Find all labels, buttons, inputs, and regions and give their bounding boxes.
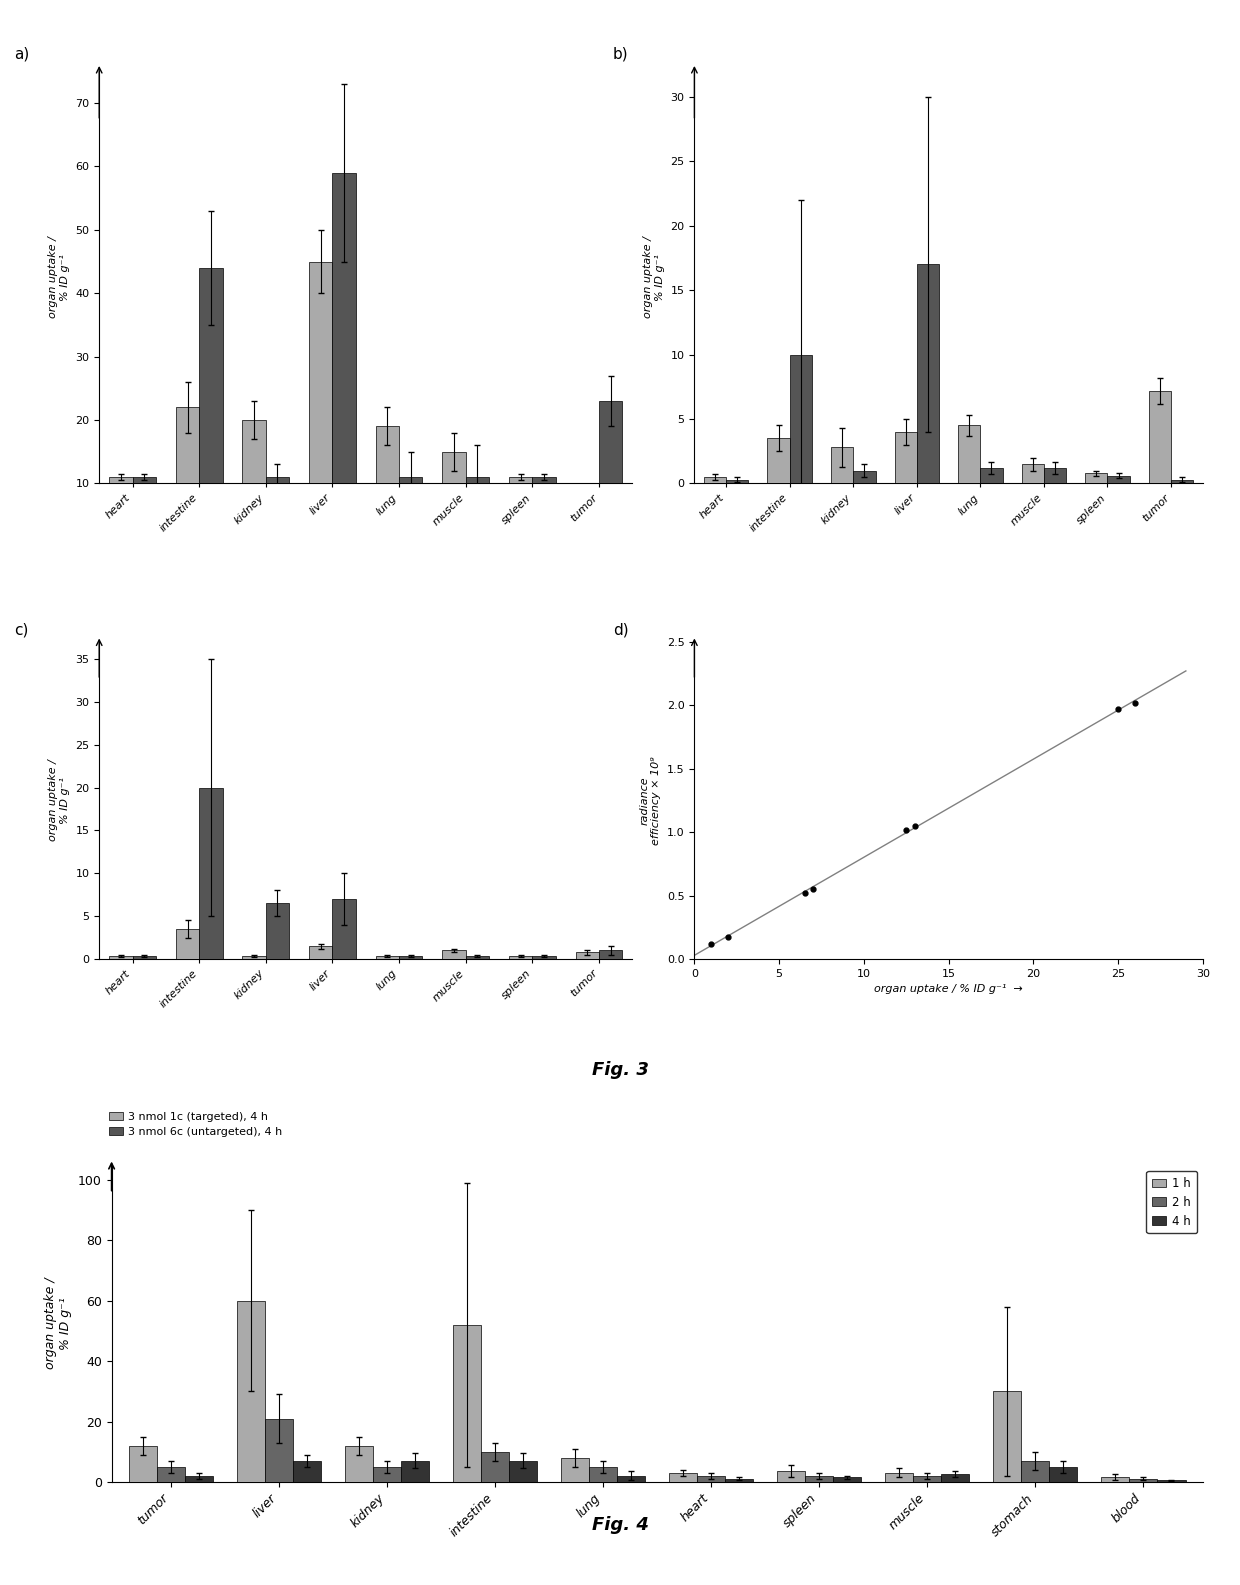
Bar	[265, 903, 289, 959]
Bar	[959, 425, 981, 483]
Bar	[481, 1452, 510, 1482]
Bar	[777, 1471, 805, 1482]
Y-axis label: organ uptake /
% ID g⁻¹: organ uptake / % ID g⁻¹	[644, 236, 665, 319]
Bar	[790, 355, 812, 483]
Text: a): a)	[14, 46, 29, 62]
Y-axis label: organ uptake /
% ID g⁻¹: organ uptake / % ID g⁻¹	[48, 759, 69, 842]
Bar	[805, 1476, 833, 1482]
Bar	[185, 1476, 213, 1482]
Y-axis label: radiance
efficiency × 10⁹: radiance efficiency × 10⁹	[640, 756, 661, 845]
Text: c): c)	[14, 623, 29, 637]
Bar	[265, 1419, 293, 1482]
Bar	[243, 420, 265, 483]
X-axis label: organ uptake / % ID g⁻¹  →: organ uptake / % ID g⁻¹ →	[874, 984, 1023, 994]
Bar	[1022, 464, 1044, 483]
Legend: 3 nmol 1c (targeted), 1 h, 3 nmol 6c (untargeted), 1 h: 3 nmol 1c (targeted), 1 h, 3 nmol 6c (un…	[104, 645, 286, 680]
Legend: 3 nmol 1c (targeted), 4 h, 3 nmol 6c (untargeted), 4 h: 3 nmol 1c (targeted), 4 h, 3 nmol 6c (un…	[104, 1108, 286, 1141]
Text: Fig. 4: Fig. 4	[591, 1515, 649, 1534]
Text: d): d)	[613, 623, 629, 637]
Bar	[1107, 476, 1130, 483]
Bar	[443, 951, 466, 959]
Bar	[1171, 480, 1193, 483]
Bar	[1130, 1479, 1157, 1482]
Bar	[833, 1477, 862, 1482]
Bar	[309, 946, 332, 959]
Bar	[993, 1392, 1022, 1482]
Bar	[265, 477, 289, 483]
Bar	[589, 1466, 618, 1482]
Bar	[575, 953, 599, 959]
Bar	[332, 173, 356, 483]
Bar	[575, 483, 599, 534]
Bar	[599, 951, 622, 959]
Bar	[293, 1461, 321, 1482]
Bar	[402, 1461, 429, 1482]
Bar	[885, 1472, 913, 1482]
Bar	[243, 956, 265, 959]
Bar	[443, 452, 466, 483]
Bar	[981, 468, 1003, 483]
Bar	[1101, 1477, 1130, 1482]
Bar	[510, 1461, 537, 1482]
Bar	[332, 899, 356, 959]
Bar	[599, 401, 622, 483]
Text: b): b)	[613, 46, 629, 62]
Bar	[309, 262, 332, 483]
Bar	[618, 1476, 645, 1482]
Bar	[510, 477, 532, 483]
Bar	[831, 447, 853, 483]
Bar	[345, 1446, 373, 1482]
Bar	[376, 956, 399, 959]
Bar	[109, 477, 133, 483]
Bar	[704, 477, 727, 483]
Bar	[725, 1479, 754, 1482]
Legend: 3 nmol 1c (targeted), 2 h, 3 nmol 6c (untargeted), 2 h: 3 nmol 1c (targeted), 2 h, 3 nmol 6c (un…	[699, 645, 882, 680]
Bar	[373, 1466, 402, 1482]
Bar	[913, 1476, 941, 1482]
Bar	[941, 1474, 970, 1482]
Bar	[129, 1446, 157, 1482]
Bar	[853, 471, 875, 483]
Bar	[109, 956, 133, 959]
Bar	[532, 956, 556, 959]
Bar	[697, 1476, 725, 1482]
Bar	[768, 439, 790, 483]
Bar	[399, 956, 423, 959]
Bar	[894, 433, 916, 483]
Legend: 1 h, 2 h, 4 h: 1 h, 2 h, 4 h	[1146, 1171, 1197, 1233]
Bar	[670, 1472, 697, 1482]
Bar	[466, 477, 489, 483]
Bar	[1022, 1461, 1049, 1482]
Bar	[560, 1458, 589, 1482]
Text: Fig. 3: Fig. 3	[591, 1060, 649, 1079]
Bar	[1044, 468, 1066, 483]
Bar	[727, 480, 749, 483]
Bar	[1148, 391, 1171, 483]
Y-axis label: organ uptake /
% ID g⁻¹: organ uptake / % ID g⁻¹	[48, 236, 69, 319]
Bar	[237, 1301, 265, 1482]
Bar	[157, 1466, 185, 1482]
Bar	[176, 407, 200, 483]
Bar	[466, 956, 489, 959]
Bar	[1085, 474, 1107, 483]
Bar	[510, 956, 532, 959]
Bar	[1049, 1466, 1078, 1482]
Bar	[200, 788, 222, 959]
Bar	[176, 929, 200, 959]
Y-axis label: organ uptake /
% ID g⁻¹: organ uptake / % ID g⁻¹	[45, 1278, 72, 1369]
Bar	[133, 477, 156, 483]
Bar	[916, 265, 939, 483]
Bar	[453, 1325, 481, 1482]
Bar	[200, 268, 222, 483]
Bar	[133, 956, 156, 959]
Bar	[399, 477, 423, 483]
Bar	[532, 477, 556, 483]
Bar	[376, 426, 399, 483]
